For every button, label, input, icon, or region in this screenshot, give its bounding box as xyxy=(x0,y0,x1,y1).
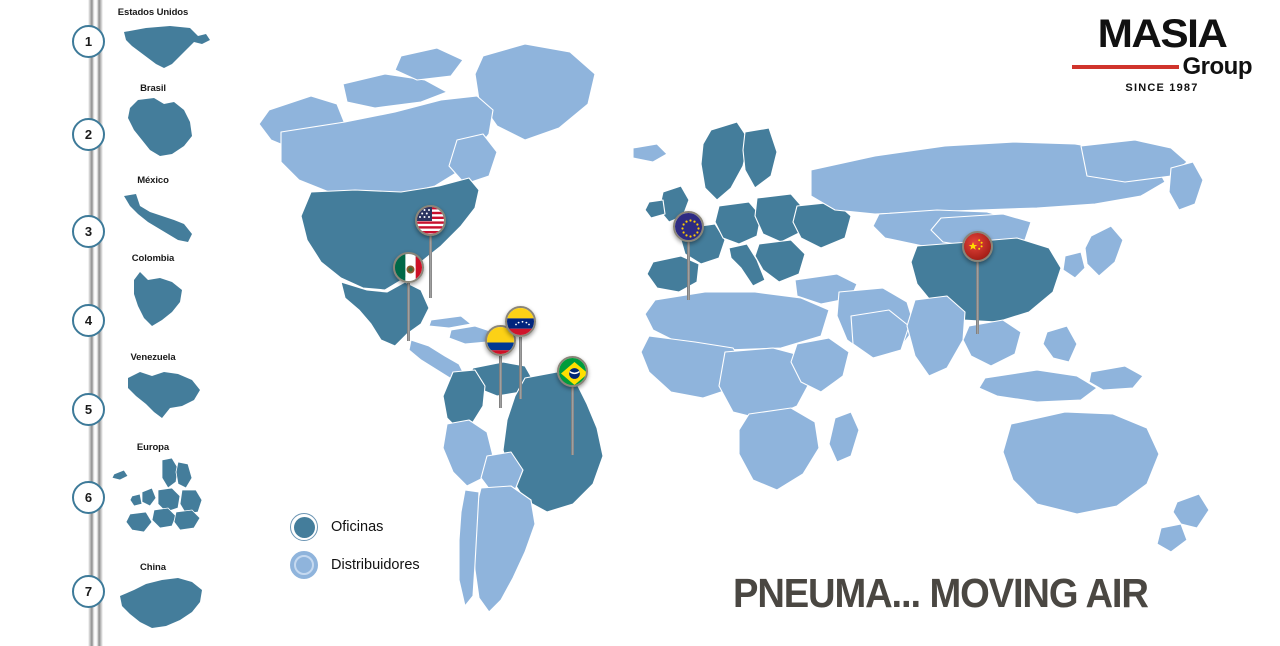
legend-label-oficinas: Oficinas xyxy=(331,519,383,535)
region-cuba xyxy=(429,316,471,328)
sidebar-node-6[interactable]: 6 xyxy=(72,481,105,514)
region-chile xyxy=(459,490,479,606)
region-nz-south xyxy=(1157,524,1187,552)
sidebar-shape-mexico xyxy=(118,190,198,248)
sidebar-label-colombia: Colombia xyxy=(78,253,228,264)
map-pin-united-states[interactable] xyxy=(415,205,446,236)
sidebar-label-brasil: Brasil xyxy=(78,83,228,94)
sidebar-label-mexico: México xyxy=(78,175,228,186)
sidebar-label-europa: Europa xyxy=(78,442,228,453)
region-finland xyxy=(743,128,777,188)
pin-stem xyxy=(429,236,431,298)
region-iberia xyxy=(647,256,699,292)
legend-label-distribuidores: Distribuidores xyxy=(331,557,420,573)
pin-stem xyxy=(976,262,978,334)
logo-group-text: Group xyxy=(1183,55,1253,79)
legend-swatch-distribuidores xyxy=(290,551,318,579)
sidebar-shape-colombia xyxy=(120,268,190,330)
region-ireland xyxy=(645,200,665,218)
region-philippines xyxy=(1043,326,1077,362)
map-pin-venezuela[interactable] xyxy=(505,306,536,337)
region-mexico xyxy=(341,282,429,346)
sidebar-label-china: China xyxy=(78,562,228,573)
sidebar-label-venezuela: Venezuela xyxy=(78,352,228,363)
region-kamchatka xyxy=(1169,162,1203,210)
region-sea xyxy=(963,320,1021,366)
logo-wordmark: MASIA xyxy=(1067,14,1258,54)
sidebar-node-1[interactable]: 1 xyxy=(72,25,105,58)
logo-group-row: Group xyxy=(1072,55,1252,79)
map-legend: Oficinas Distribuidores xyxy=(290,508,420,584)
region-madagascar xyxy=(829,412,859,462)
region-greenland xyxy=(475,44,595,140)
logo-red-bar xyxy=(1072,65,1179,69)
pin-stem xyxy=(499,356,501,408)
country-timeline-sidebar: Estados Unidos 1 Brasil 2 México 3 Colom… xyxy=(0,0,225,640)
logo-since-text: SINCE 1987 xyxy=(1072,82,1252,94)
flag-icon-br xyxy=(557,356,588,387)
sidebar-node-3[interactable]: 3 xyxy=(72,215,105,248)
region-iceland xyxy=(633,144,667,162)
region-india xyxy=(907,296,965,376)
region-argentina xyxy=(473,486,535,612)
map-pin-china[interactable] xyxy=(962,231,993,262)
flag-icon-cn xyxy=(962,231,993,262)
region-australia xyxy=(1003,412,1159,514)
pin-stem xyxy=(519,337,521,399)
legend-swatch-oficinas xyxy=(290,513,318,541)
region-indonesia xyxy=(979,370,1097,402)
region-korea xyxy=(1063,252,1085,278)
flag-icon-eu xyxy=(673,211,704,242)
sidebar-node-2[interactable]: 2 xyxy=(72,118,105,151)
world-map-panel: Oficinas Distribuidores PNEUMA... MOVING… xyxy=(225,0,1280,640)
sidebar-node-5[interactable]: 5 xyxy=(72,393,105,426)
flag-icon-ve xyxy=(505,306,536,337)
sidebar-shape-brasil xyxy=(120,96,198,158)
legend-item-distribuidores: Distribuidores xyxy=(290,546,420,584)
region-png xyxy=(1089,366,1143,390)
region-united-states xyxy=(301,178,479,290)
region-southern-africa xyxy=(739,408,819,490)
region-hudson-east xyxy=(449,134,497,184)
sidebar-label-estados-unidos: Estados Unidos xyxy=(78,7,228,18)
pin-stem xyxy=(571,387,573,455)
sidebar-shape-venezuela xyxy=(118,366,204,424)
region-scandinavia xyxy=(701,122,749,200)
legend-item-oficinas: Oficinas xyxy=(290,508,420,546)
masia-group-logo: MASIA Group SINCE 1987 xyxy=(1072,14,1252,94)
region-japan xyxy=(1085,226,1123,276)
tagline: PNEUMA... MOVING AIR xyxy=(733,570,1148,617)
region-new-zealand xyxy=(1173,494,1209,528)
flag-icon-us xyxy=(415,205,446,236)
pin-stem xyxy=(687,242,689,300)
sidebar-shape-china xyxy=(110,574,210,634)
sidebar-shape-estados-unidos xyxy=(118,20,214,72)
pin-stem xyxy=(407,283,409,341)
region-canada-isles xyxy=(395,48,463,80)
sidebar-node-4[interactable]: 4 xyxy=(72,304,105,337)
sidebar-shape-europa xyxy=(106,456,212,536)
flag-icon-mx xyxy=(393,252,424,283)
map-pin-europe[interactable] xyxy=(673,211,704,242)
map-pin-brazil[interactable] xyxy=(557,356,588,387)
map-pin-mexico[interactable] xyxy=(393,252,424,283)
sidebar-node-7[interactable]: 7 xyxy=(72,575,105,608)
